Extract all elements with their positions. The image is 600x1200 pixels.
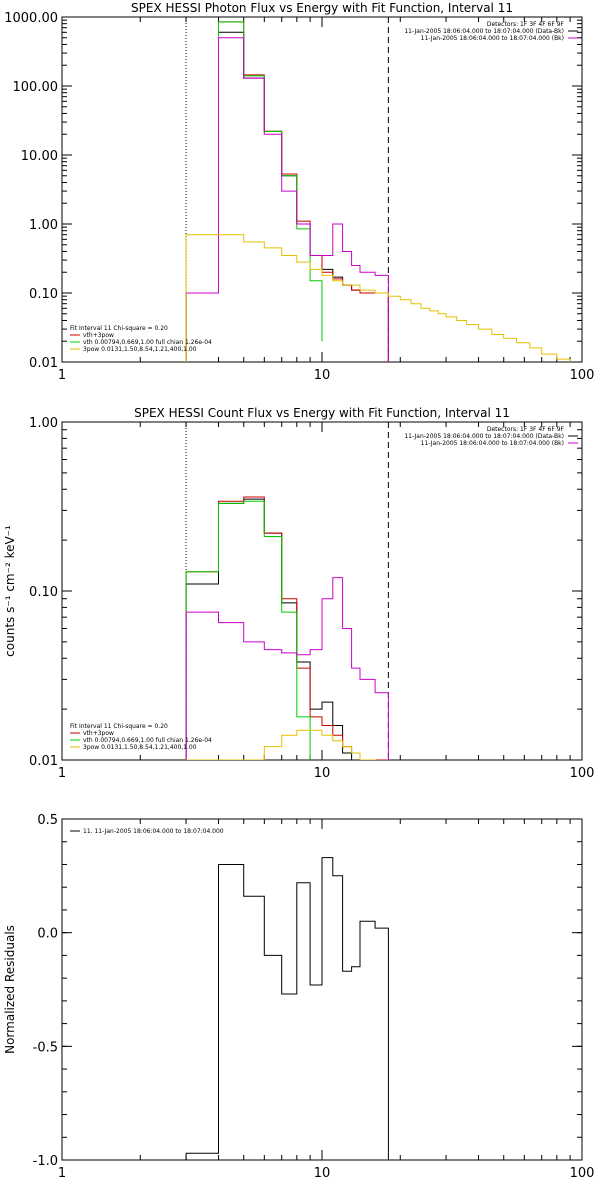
chart-title: SPEX HESSI Photon Flux vs Energy with Fi… (131, 1, 513, 15)
series-line-4 (185, 577, 389, 760)
y-tick-label: 0.01 (29, 754, 58, 769)
series-line-4 (185, 37, 389, 362)
y-tick-label: 0.10 (29, 585, 58, 600)
y-tick-label: -1.0 (33, 1154, 58, 1169)
info-line: 11-Jan-2005 18:06:04.000 to 18:07:04.000… (404, 433, 564, 440)
info-line: 11-Jan-2005 18:06:04.000 to 18:07:04.000… (421, 35, 564, 42)
y-tick-label: 1.00 (29, 416, 58, 431)
y-tick-label: 1.00 (29, 218, 58, 233)
legend-entry: Fit Interval 11 Chi-square = 0.20 (70, 325, 168, 332)
chart-panel-2: SPEX HESSI Count Flux vs Energy with Fit… (3, 406, 594, 781)
legend-entry: vth 0.00794,0.669,1.00 full chian 1.26e-… (83, 339, 212, 346)
chart-title: SPEX HESSI Count Flux vs Energy with Fit… (134, 406, 510, 420)
x-tick-label: 1 (58, 766, 66, 781)
legend-entry: 11. 11-Jan-2005 18:06:04.000 to 18:07:04… (83, 828, 224, 835)
x-tick-label: 100 (570, 368, 595, 383)
legend-entry: vth 0.00794,0.669,1.00 full chian 1.26e-… (83, 737, 212, 744)
y-tick-label: 0.0 (37, 927, 58, 942)
x-tick-label: 10 (314, 368, 331, 383)
y-tick-label: 100.00 (13, 80, 59, 95)
x-tick-label: 10 (314, 1166, 331, 1181)
legend-entry: 3pow 0.0131,1.50,8.54,1.21,400,1.00 (83, 346, 197, 353)
info-line: Detectors: 1F 3F 4F 6F 9F (487, 21, 565, 28)
x-tick-label: 100 (570, 1166, 595, 1181)
y-tick-label: 1000.00 (4, 11, 58, 26)
y-tick-label: 0.10 (29, 287, 58, 302)
legend-entry: 3pow 0.0131,1.50,8.54,1.21,400,1.00 (83, 744, 197, 751)
series-line-2 (185, 21, 389, 362)
y-axis-label: counts s⁻¹ cm⁻² keV⁻¹ (3, 525, 17, 657)
legend-entry: Fit Interval 11 Chi-square = 0.20 (70, 723, 168, 730)
y-tick-label: 0.5 (37, 813, 58, 828)
chart-panel-3: Normalized Residuals 1 10 100 -1.0 -0.5 0.0 0.5… (3, 813, 594, 1181)
legend-entry: vth+3pow (83, 730, 114, 737)
series-line-1 (185, 498, 389, 760)
series-line-2 (185, 496, 389, 760)
x-tick-label: 10 (314, 766, 331, 781)
series-line-5 (186, 729, 389, 760)
series-line-1 (185, 31, 389, 362)
y-tick-label: -0.5 (33, 1040, 58, 1055)
y-tick-label: 10.00 (21, 149, 58, 164)
y-tick-label: 0.01 (29, 356, 58, 371)
series-line-1 (185, 857, 389, 1160)
info-line: 11-Jan-2005 18:06:04.000 to 18:07:04.000… (421, 440, 564, 447)
info-line: Detectors: 1F 3F 4F 6F 9F (487, 426, 565, 433)
series-group (185, 496, 389, 760)
series-line-3 (185, 21, 323, 362)
series-line-5 (185, 234, 582, 362)
x-tick-label: 100 (570, 766, 595, 781)
chart-panel-1: SPEX HESSI Photon Flux vs Energy with Fi… (4, 1, 594, 383)
x-tick-label: 1 (58, 368, 66, 383)
y-axis-label: Normalized Residuals (3, 925, 17, 1054)
series-group (185, 857, 389, 1160)
series-line-3 (185, 500, 311, 760)
x-tick-label: 1 (58, 1166, 66, 1181)
legend-entry: vth+3pow (83, 332, 114, 339)
series-group (185, 21, 582, 362)
info-line: 11-Jan-2005 18:06:04.000 to 18:07:04.000… (404, 28, 564, 35)
